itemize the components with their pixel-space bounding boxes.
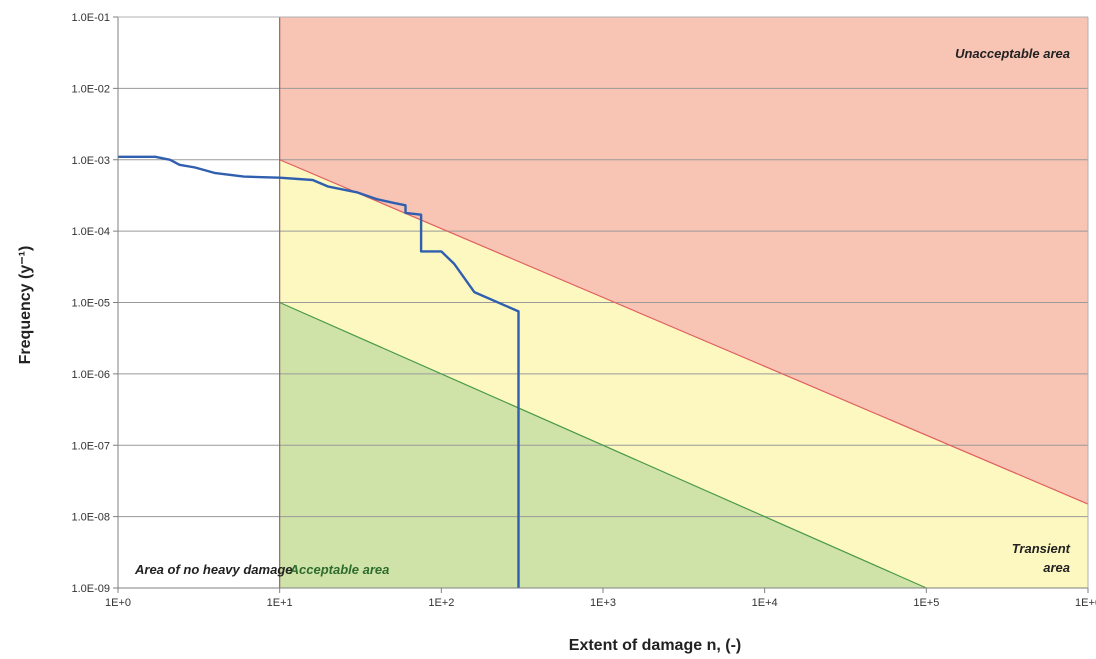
x-axis-title: Extent of damage n, (-) [569,637,741,654]
axes-layer: 1.0E-09 1.0E-08 1.0E-07 1.0E-06 1.0E-05 1.0E-… [71,12,1096,609]
lower-limit-line [279,301,927,589]
y-tick-label: 1.0E-06 [71,369,110,381]
y-axis-title: Frequency (y⁻¹) [17,246,34,365]
y-tick-label: 1.0E-05 [71,298,110,310]
y-tick-label: 1.0E-08 [71,512,110,524]
x-tick-label: 1E+2 [428,597,454,609]
no-heavy-damage-label: Area of no heavy damage [134,562,293,577]
transient-label: Transient area [1012,541,1071,575]
unacceptable-region [279,17,1089,505]
y-tick-label: 1.0E-07 [71,440,110,452]
x-tick-label: 1E+3 [590,597,616,609]
unacceptable-label: Unacceptable area [955,46,1070,61]
y-tick-label: 1.0E-01 [71,12,110,24]
x-tick-label: 1E+4 [752,597,778,609]
labels-layer: Unacceptable area Transient area Acceptable… [134,46,1071,577]
lines-layer [118,17,1089,589]
y-tick-label: 1.0E-03 [71,155,110,167]
series-line [118,155,520,588]
x-tick-label: 1E+6 [1075,597,1096,609]
acceptable-label: Acceptable area [289,562,390,577]
y-tick-label: 1.0E-09 [71,583,110,595]
y-tick-label: 1.0E-02 [71,83,110,95]
x-tick-label: 1E+5 [913,597,939,609]
x-tick-label: 1E+0 [105,597,131,609]
y-tick-label: 1.0E-04 [71,226,110,238]
upper-limit-line [279,159,1089,505]
x-tick-label: 1E+1 [267,597,293,609]
